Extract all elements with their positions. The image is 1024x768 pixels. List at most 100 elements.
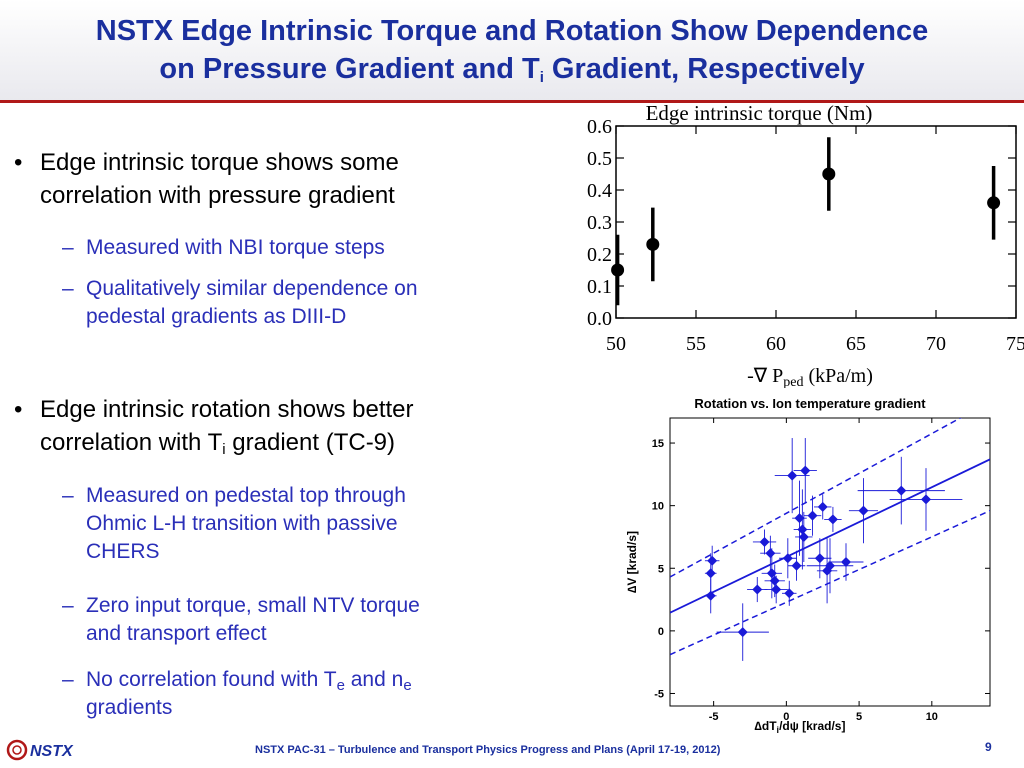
- title-line-1: NSTX Edge Intrinsic Torque and Rotation …: [95, 15, 929, 47]
- chart2-data-point: [784, 588, 795, 599]
- chart2-data-point: [827, 514, 838, 525]
- chart1-y-tick-label: 0.6: [587, 116, 612, 138]
- chart2-x-ticks: -5 0 5 10: [709, 418, 938, 723]
- logo-ring-icon: [6, 739, 28, 761]
- dash: –: [62, 236, 74, 259]
- dash: –: [62, 277, 74, 300]
- sub-bullet-2-3-sub-e2: e: [403, 677, 412, 694]
- chart2-band-upper: [670, 418, 962, 578]
- chart1-title: Edge intrinsic torque (Nm): [646, 101, 873, 125]
- footer-text: NSTX PAC-31 – Turbulence and Transport P…: [255, 744, 721, 756]
- torque-chart: Edge intrinsic torque (Nm) 0.0 0.1 0.2 0.3 0…: [587, 101, 1024, 388]
- sub-bullet-2-3-a: No correlation found with T: [86, 668, 337, 691]
- chart2-x-tick-label: -5: [709, 711, 719, 723]
- chart1-x-label: -∇ Pped (kPa/m): [747, 365, 873, 388]
- bullet-2-line-2: correlation with Ti gradient (TC-9): [40, 426, 580, 459]
- chart1-y-tick-label: 0.0: [587, 308, 612, 330]
- title-line-2: on Pressure Gradient and Ti Gradient, Re…: [0, 50, 1024, 88]
- chart1-points: [611, 137, 1001, 306]
- chart2-x-tick-label: 5: [856, 711, 862, 723]
- logo-inner-ring-icon: [12, 745, 22, 755]
- dash: –: [62, 484, 74, 507]
- chart2-data-point: [769, 575, 780, 586]
- chart2-data-point: [705, 568, 716, 579]
- chart2-x-tick-label: 10: [926, 711, 938, 723]
- bullet-2-line-2-a: correlation with T: [40, 429, 223, 456]
- chart1-x-tick-label: 75: [1006, 333, 1024, 355]
- chart2-data-point: [705, 590, 716, 601]
- chart2-data-point: [759, 536, 770, 547]
- chart1-x-tick-label: 50: [606, 333, 626, 355]
- chart2-points: [704, 438, 963, 661]
- chart2-data-point: [817, 501, 828, 512]
- sub-bullet-2-2-line-1: Zero input torque, small NTV torque: [86, 594, 420, 617]
- chart2-y-tick-label: 5: [658, 563, 664, 575]
- chart2-data-point: [807, 510, 818, 521]
- sub-bullet-2-1-line-1: Measured on pedestal top through: [86, 484, 406, 507]
- chart1-y-tick-label: 0.5: [587, 148, 612, 170]
- nstx-logo: NSTX: [6, 739, 74, 761]
- sub-bullet-1-2-line-2: pedestal gradients as DIII-D: [86, 305, 347, 328]
- bullet-dot: •: [14, 149, 23, 176]
- sub-bullet-2-3-line-2: gradients: [86, 696, 173, 719]
- title-line-2-a: on Pressure Gradient and T: [159, 53, 540, 85]
- bullet-1-text: Edge intrinsic torque shows some correla…: [40, 146, 580, 212]
- chart2-data-point: [782, 553, 793, 564]
- sub-bullet-2-1-text: Measured on pedestal top through Ohmic L…: [86, 482, 546, 566]
- bullet-2-line-1: Edge intrinsic rotation shows better: [40, 396, 414, 423]
- chart2-data-point: [822, 565, 833, 576]
- chart2-x-label-b: /dψ [krad/s]: [779, 719, 845, 733]
- chart2-y-tick-label: -5: [654, 688, 664, 700]
- chart1-data-point: [987, 196, 1001, 210]
- chart2-frame: [669, 417, 991, 707]
- page-number: 9: [985, 740, 992, 754]
- chart2-x-label: ∆dTi/dψ [krad/s]: [755, 719, 846, 735]
- chart2-data-point: [921, 494, 931, 505]
- chart2-y-tick-label: 10: [652, 501, 664, 513]
- chart2-data-point: [765, 548, 776, 559]
- bullet-dot: •: [14, 396, 23, 423]
- bullet-2-subscript: i: [222, 441, 226, 458]
- dash: –: [62, 668, 74, 691]
- chart1-y-tick-label: 0.1: [587, 276, 612, 298]
- logo-text: NSTX: [30, 743, 74, 760]
- chart2-title: Rotation vs. Ion temperature gradient: [694, 396, 926, 411]
- chart2-data-point: [797, 524, 808, 535]
- title-subscript: i: [539, 69, 544, 86]
- chart2-data-point: [752, 584, 763, 595]
- slide-title: NSTX Edge Intrinsic Torque and Rotation …: [0, 12, 1024, 88]
- chart2-data-point: [771, 584, 782, 595]
- chart2-data-point: [800, 465, 811, 476]
- chart1-frame: [615, 125, 1017, 319]
- sub-bullet-2-2-line-2: and transport effect: [86, 622, 267, 645]
- title-bar: [0, 0, 1024, 100]
- chart1-data-point: [822, 167, 836, 181]
- chart1-y-tick-label: 0.3: [587, 212, 612, 234]
- chart2-data-point: [737, 627, 748, 638]
- chart1-x-tick-label: 60: [766, 333, 786, 355]
- dash: –: [62, 594, 74, 617]
- chart2-y-tick-label: 0: [658, 626, 664, 638]
- chart2-data-point: [814, 553, 825, 564]
- chart2-data-point: [707, 555, 718, 566]
- sub-bullet-2-3-line-1: No correlation found with Te and ne: [86, 666, 546, 694]
- bullet-2-text: Edge intrinsic rotation shows better cor…: [40, 393, 580, 459]
- chart1-x-label-b: (kPa/m): [803, 365, 872, 387]
- chart1-data-point: [611, 263, 625, 277]
- chart2-x-label-a: ∆dT: [755, 719, 778, 733]
- chart1-y-tick-label: 0.2: [587, 244, 612, 266]
- title-line-2-b: Gradient, Respectively: [543, 53, 865, 85]
- chart2-x-tick-label: 0: [783, 711, 789, 723]
- chart1-x-label-sub: ped: [783, 375, 803, 388]
- sub-bullet-2-1-line-3: CHERS: [86, 540, 160, 563]
- chart2-data-point: [794, 513, 805, 524]
- bullet-1-line-1: Edge intrinsic torque shows some: [40, 149, 399, 176]
- bullet-1-line-2: correlation with pressure gradient: [40, 182, 395, 209]
- rotation-chart: Rotation vs. Ion temperature gradient -5…: [625, 396, 991, 735]
- chart1-x-ticks: 50 55 60 65 70 75: [606, 126, 1024, 355]
- chart1-x-label-a: -∇ P: [747, 365, 783, 387]
- chart2-data-point: [791, 560, 802, 571]
- chart1-data-point: [646, 237, 660, 251]
- bullet-2-line-2-b: gradient (TC-9): [225, 429, 396, 456]
- sub-bullet-2-3-sub-e1: e: [336, 677, 345, 694]
